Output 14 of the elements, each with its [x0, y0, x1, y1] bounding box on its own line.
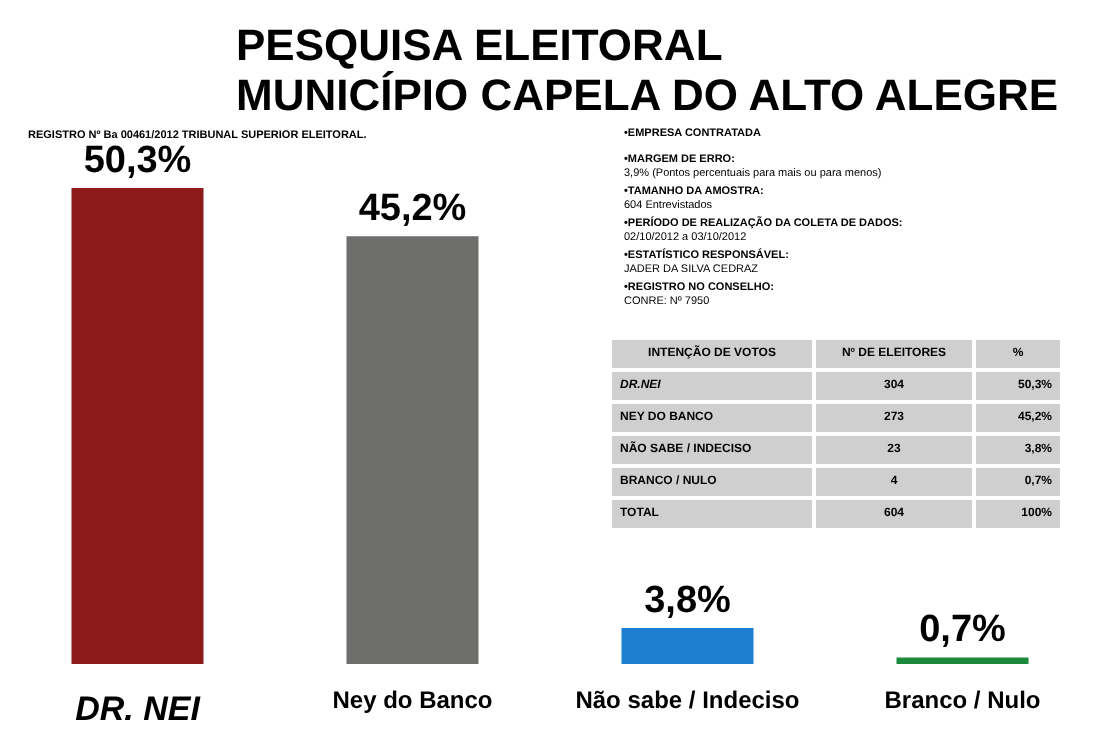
x-tick-label: Não sabe / Indeciso [575, 686, 800, 714]
bar [621, 628, 754, 664]
bar [896, 657, 1029, 664]
bar [71, 188, 204, 664]
chart-subtitle: MUNICÍPIO CAPELA DO ALTO ALEGRE [236, 70, 1059, 120]
data-label: 50,3% [83, 140, 192, 182]
x-tick-label: DR. NEI [75, 690, 203, 728]
data-label: 0,7% [919, 609, 1007, 652]
chart-title: PESQUISA ELEITORAL [236, 20, 725, 70]
x-tick-label: Ney do Banco [332, 686, 493, 714]
bar [346, 236, 479, 664]
data-label: 45,2% [358, 188, 467, 231]
data-label: 3,8% [644, 580, 732, 623]
x-tick-label: Branco / Nulo [884, 686, 1041, 714]
